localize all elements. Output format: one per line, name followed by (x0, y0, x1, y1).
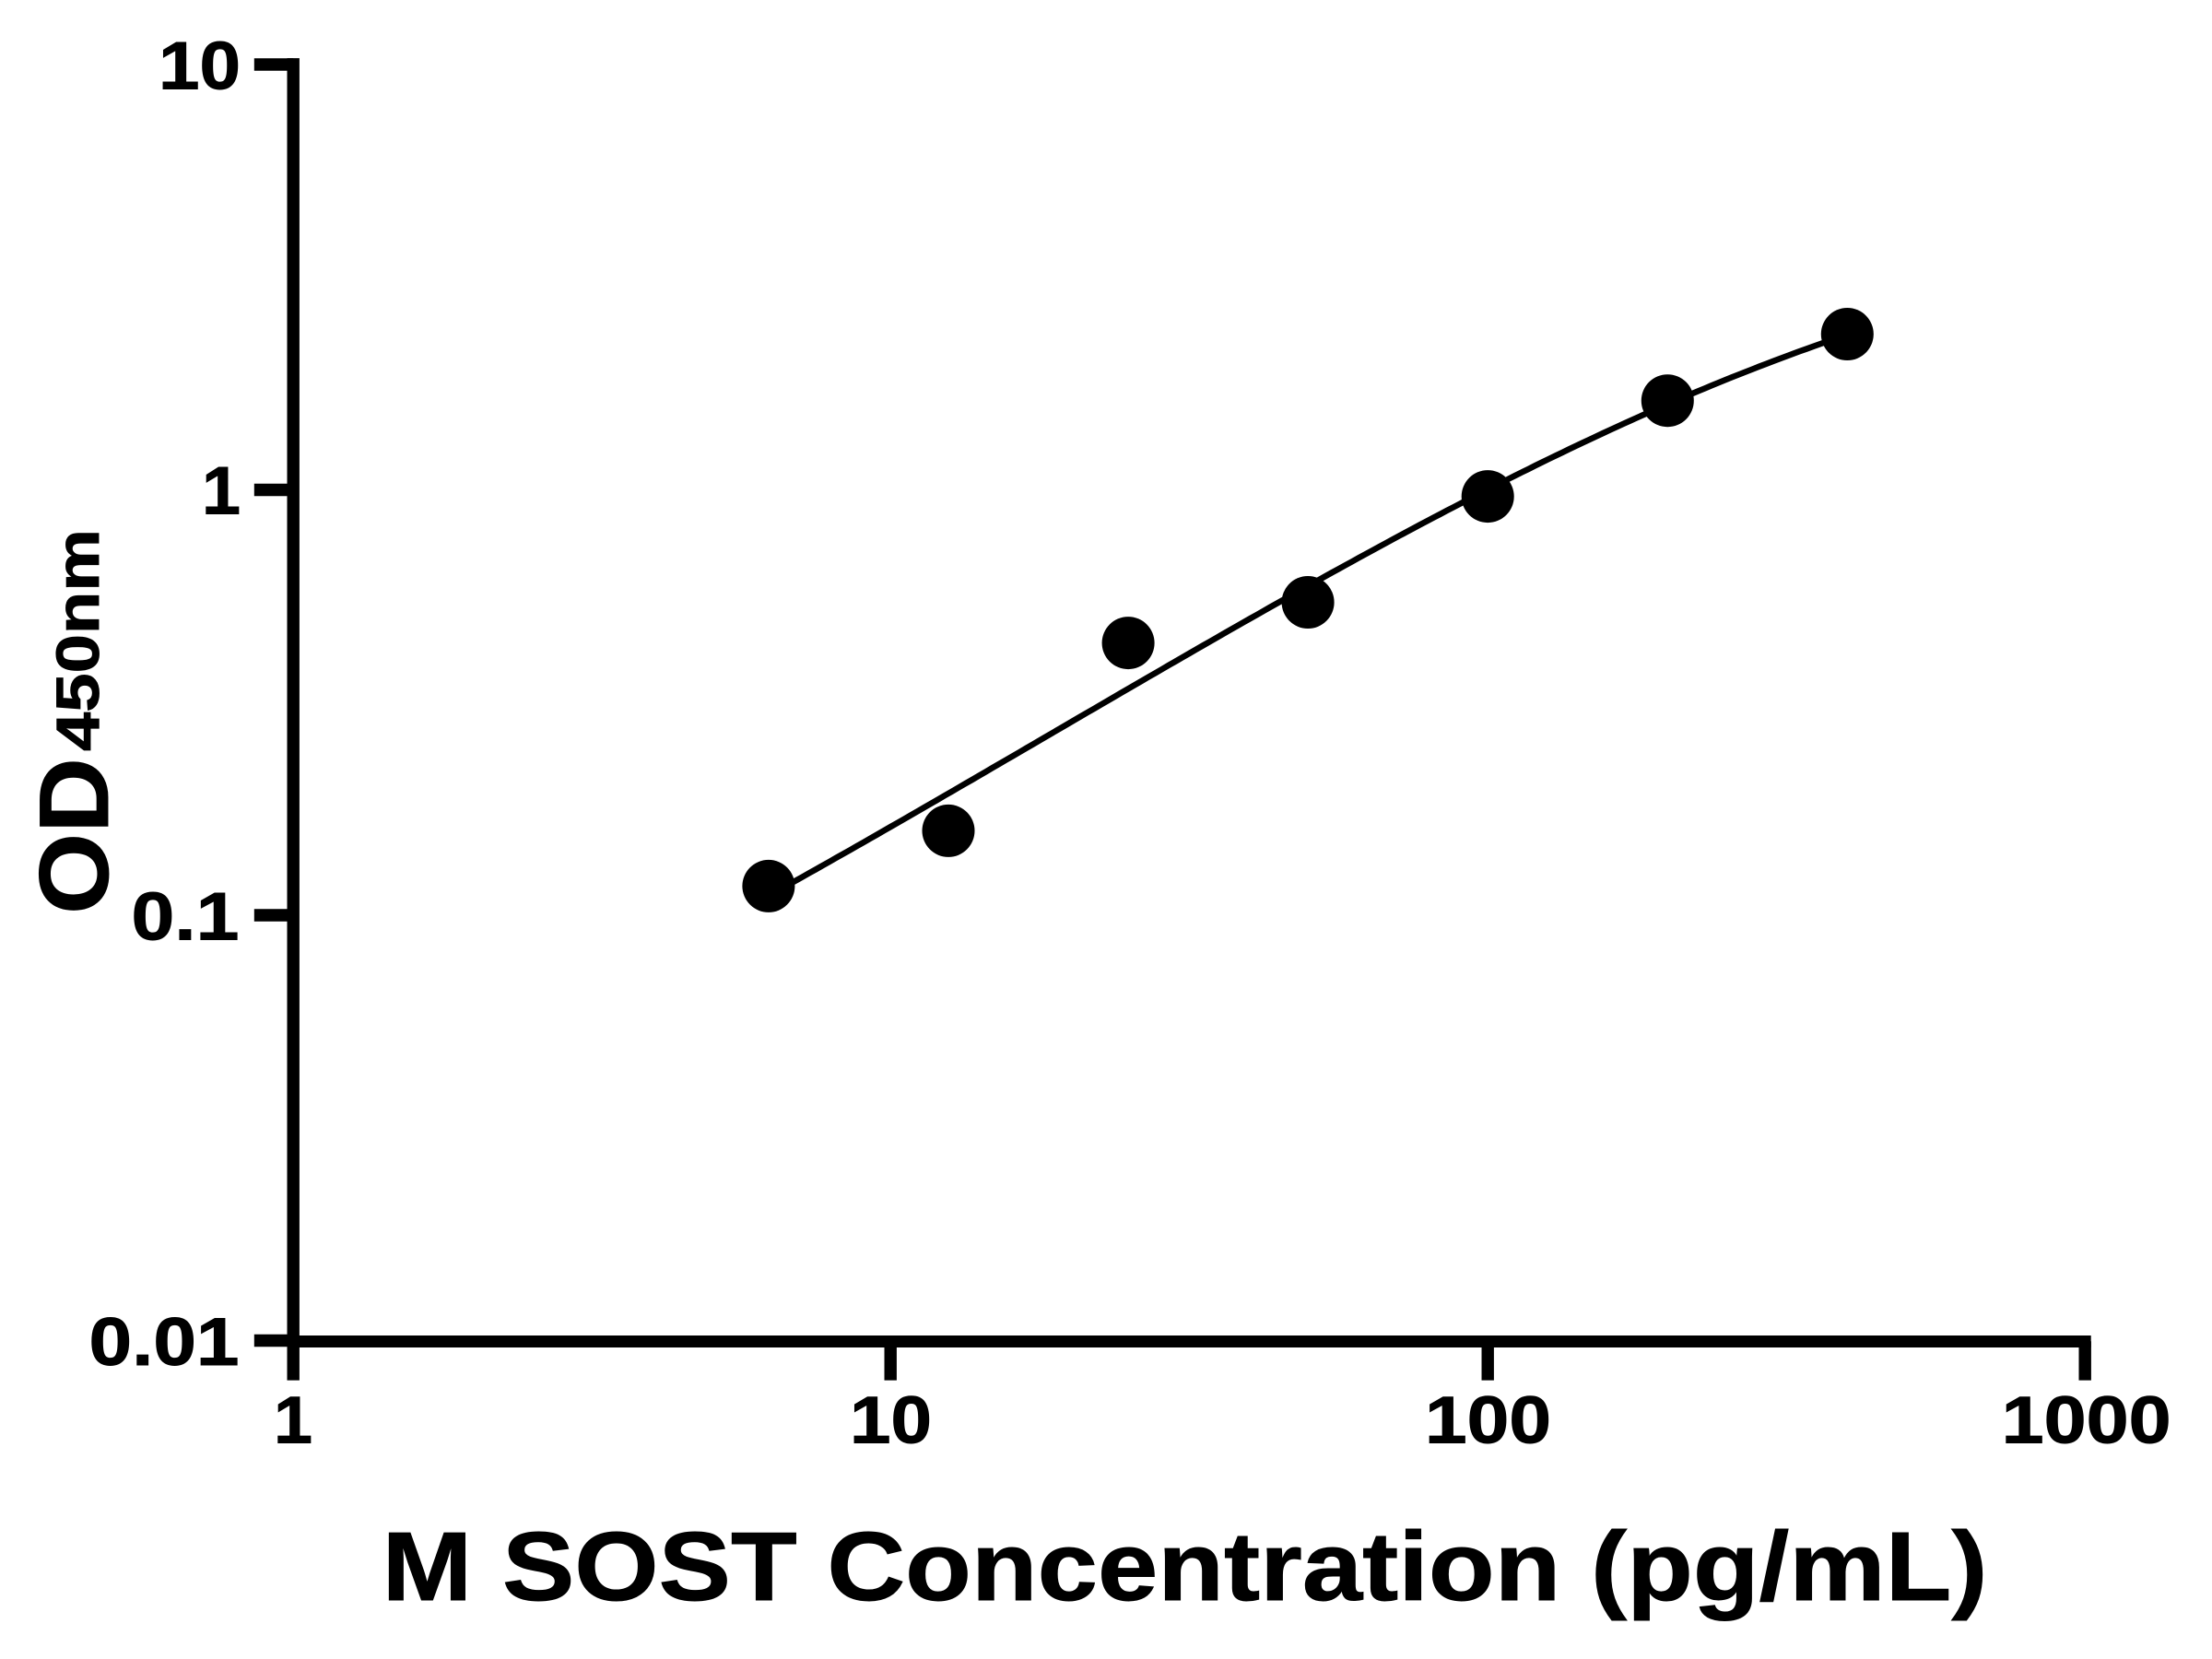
svg-text:1: 1 (202, 453, 241, 529)
svg-text:100: 100 (1425, 1383, 1551, 1458)
svg-text:10: 10 (159, 29, 241, 104)
svg-text:1000: 1000 (2002, 1383, 2171, 1458)
svg-text:OD: OD (18, 758, 129, 914)
svg-text:0.1: 0.1 (132, 879, 240, 955)
svg-text:M SOST Concentration (pg/mL): M SOST Concentration (pg/mL) (382, 1512, 1988, 1621)
svg-text:1: 1 (274, 1383, 312, 1458)
svg-text:10: 10 (850, 1383, 932, 1458)
svg-text:0.01: 0.01 (89, 1304, 240, 1380)
svg-text:450nm: 450nm (43, 529, 112, 751)
